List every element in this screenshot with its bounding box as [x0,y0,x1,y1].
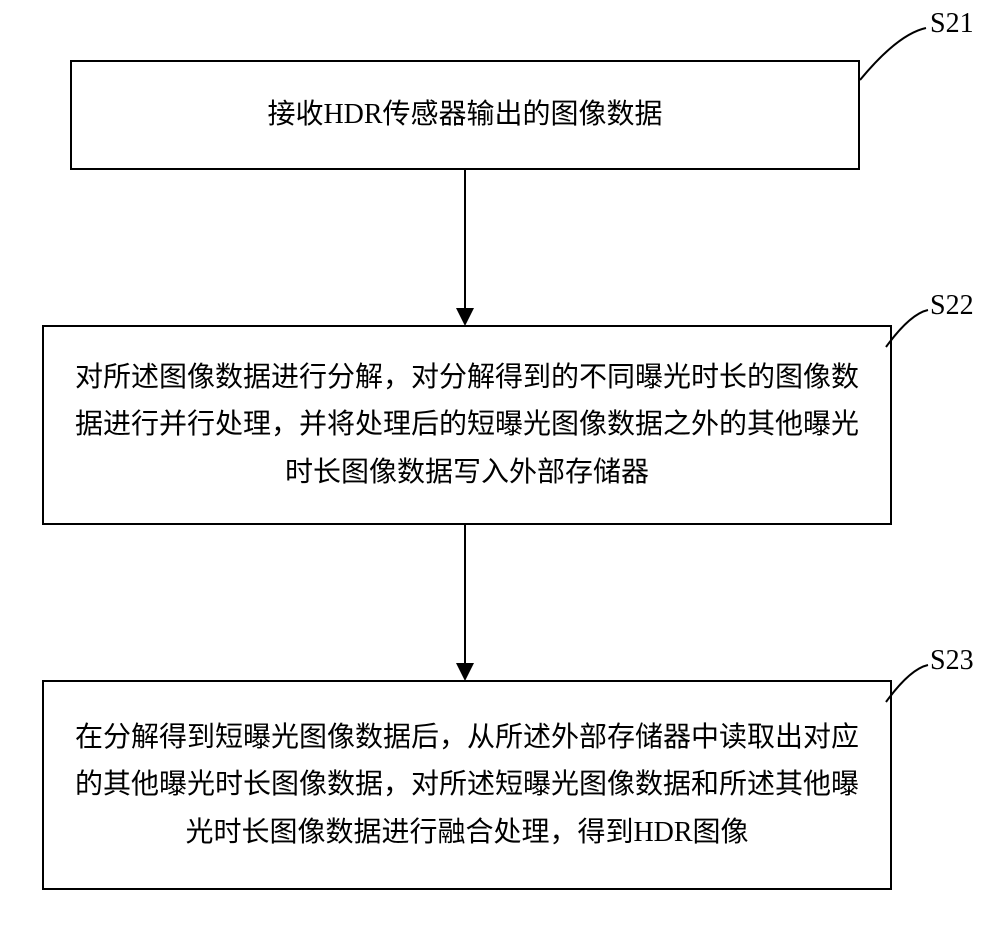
step-box-s23: 在分解得到短曝光图像数据后，从所述外部存储器中读取出对应的其他曝光时长图像数据，… [42,680,892,890]
step-box-s22: 对所述图像数据进行分解，对分解得到的不同曝光时长的图像数据进行并行处理，并将处理… [42,325,892,525]
flowchart-container: 接收HDR传感器输出的图像数据 S21 对所述图像数据进行分解，对分解得到的不同… [0,0,1000,948]
arrow-head-s21-s22 [456,308,474,326]
arrow-s22-s23 [464,525,466,665]
step-label-s23: S23 [930,645,974,677]
step-label-s21: S21 [930,8,974,40]
leader-s23 [882,661,932,706]
arrow-s21-s22 [464,170,466,310]
step-text-s22: 对所述图像数据进行分解，对分解得到的不同曝光时长的图像数据进行并行处理，并将处理… [64,354,870,497]
step-text-s21: 接收HDR传感器输出的图像数据 [267,91,662,139]
leader-s21 [858,24,928,84]
step-box-s21: 接收HDR传感器输出的图像数据 [70,60,860,170]
step-text-s23: 在分解得到短曝光图像数据后，从所述外部存储器中读取出对应的其他曝光时长图像数据，… [64,714,870,857]
leader-s22 [882,306,932,351]
step-label-s22: S22 [930,290,974,322]
arrow-head-s22-s23 [456,663,474,681]
